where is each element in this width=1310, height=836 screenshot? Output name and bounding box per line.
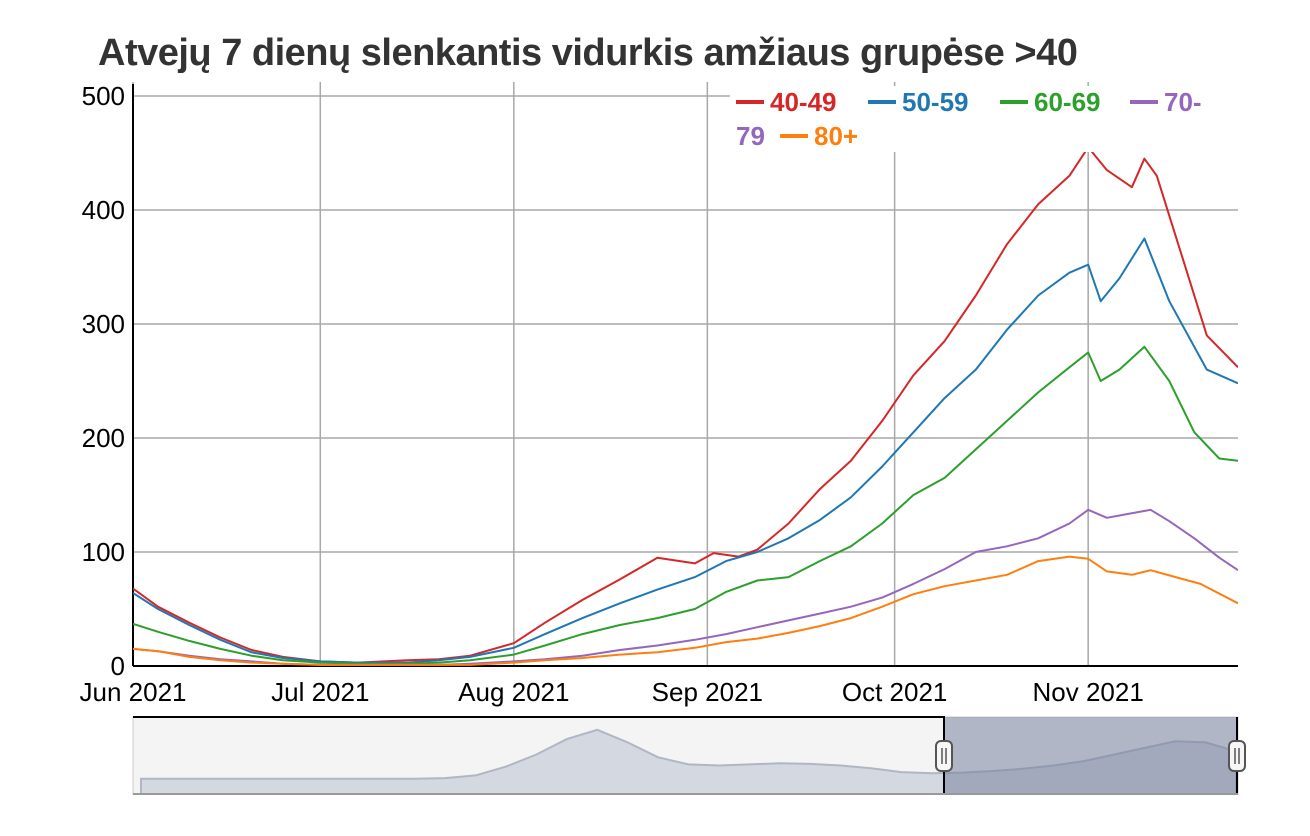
y-tick-label: 100 <box>82 537 125 567</box>
legend-label-40-49[interactable]: 40-49 <box>770 87 837 117</box>
series-line-60-69 <box>133 345 1238 665</box>
grid-lines <box>132 82 1238 667</box>
x-tick-label: Oct 2021 <box>842 677 948 707</box>
legend-label-part: 79 <box>736 121 765 151</box>
series-line-40-49 <box>133 146 1238 664</box>
legend-label-part: 70- <box>1164 87 1202 117</box>
navigator-right-handle[interactable] <box>1228 740 1246 772</box>
x-tick-label: Nov 2021 <box>1033 677 1144 707</box>
x-tick-label: Jun 2021 <box>80 677 187 707</box>
y-tick-label: 0 <box>111 651 125 681</box>
series-line-80+ <box>133 555 1238 666</box>
x-tick-label: Aug 2021 <box>458 677 569 707</box>
legend-label-80+[interactable]: 80+ <box>814 121 858 151</box>
range-navigator[interactable] <box>132 716 1246 795</box>
navigator-selection[interactable] <box>944 717 1237 794</box>
chart-title: Atvejų 7 dienų slenkantis vidurkis amžia… <box>98 32 1078 74</box>
y-tick-label: 300 <box>82 309 125 339</box>
axes: 0 100 200 300 400 500 Jun 2021 Jul 2021 Aug 2021… <box>80 81 1238 707</box>
series-line-70-79 <box>133 508 1238 666</box>
y-tick-label: 500 <box>82 81 125 111</box>
legend-label-70-79[interactable]: 70- 79 <box>736 87 1202 151</box>
x-tick-label: Sep 2021 <box>652 677 763 707</box>
navigator-left-handle[interactable] <box>935 740 953 772</box>
x-tick-label: Jul 2021 <box>271 677 369 707</box>
legend-label-60-69[interactable]: 60-69 <box>1034 87 1101 117</box>
series-lines <box>133 146 1238 666</box>
legend-background <box>730 86 1238 152</box>
series-line-50-59 <box>133 237 1238 664</box>
legend-label-50-59[interactable]: 50-59 <box>902 87 969 117</box>
legend[interactable]: 40-49 50-59 60-69 70- 79 80+ <box>730 86 1238 152</box>
y-tick-label: 400 <box>82 195 125 225</box>
y-tick-label: 200 <box>82 423 125 453</box>
